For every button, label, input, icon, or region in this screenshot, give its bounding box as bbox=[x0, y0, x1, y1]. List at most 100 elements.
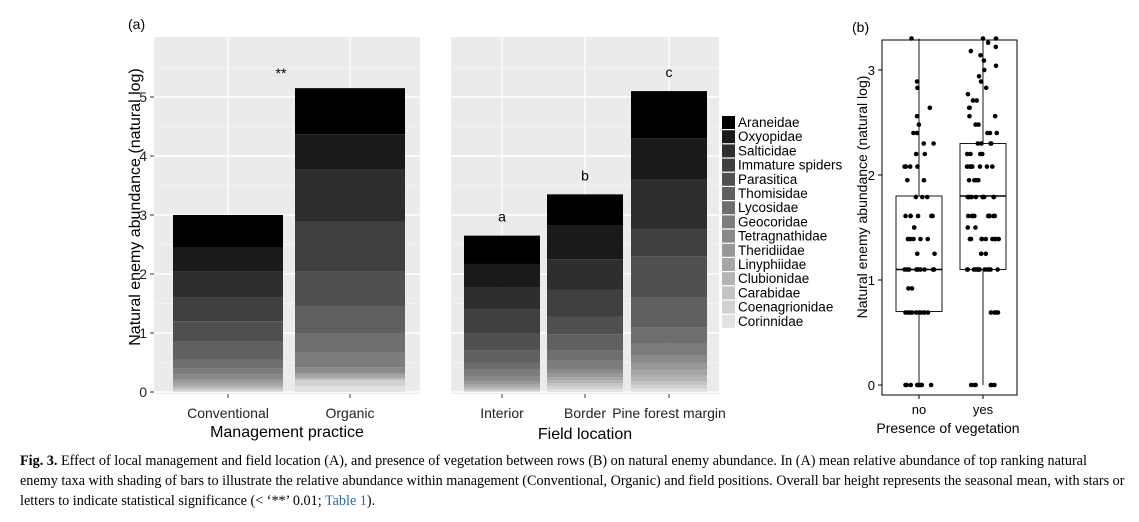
caption-table-link[interactable]: Table 1 bbox=[324, 493, 367, 509]
bar-segment-araneidae bbox=[295, 88, 405, 135]
bar-segment-tetragnathidae bbox=[464, 376, 540, 382]
data-point bbox=[922, 310, 927, 315]
data-point bbox=[919, 194, 925, 200]
data-point bbox=[966, 105, 972, 111]
y-tick-label: 1 bbox=[868, 273, 875, 288]
data-point bbox=[908, 213, 913, 219]
y-tick-label: 3 bbox=[139, 207, 147, 223]
data-point bbox=[978, 53, 983, 58]
data-point bbox=[988, 267, 993, 272]
x-tick-label: Interior bbox=[480, 405, 524, 421]
significance-stars: ** bbox=[276, 65, 287, 81]
data-point bbox=[918, 267, 923, 272]
legend-label: Salticidae bbox=[738, 143, 797, 158]
bar-segment-thomisidae bbox=[295, 306, 405, 333]
panel-a-ylabel: Natural enemy abundance (natural log) bbox=[127, 68, 144, 346]
bar-segment-immature-spiders bbox=[547, 289, 623, 317]
legend-label: Theridiidae bbox=[738, 243, 805, 258]
bar-segment-immature-spiders bbox=[295, 221, 405, 272]
bar-segment-oxyopidae bbox=[547, 225, 623, 260]
data-point bbox=[967, 164, 973, 169]
panel-b-ylabel: Natural enemy abundance (natural log) bbox=[854, 76, 870, 319]
data-point bbox=[979, 236, 985, 242]
bar-segment-araneidae bbox=[173, 215, 283, 248]
data-point bbox=[982, 267, 988, 272]
y-tick-label: 3 bbox=[868, 63, 875, 78]
data-point bbox=[902, 164, 907, 169]
data-point bbox=[980, 194, 985, 200]
x-tick-label: yes bbox=[973, 402, 994, 417]
bar-segment-linyphiidae bbox=[173, 382, 283, 386]
bar-segment-oxyopidae bbox=[631, 138, 707, 180]
data-point bbox=[931, 141, 936, 146]
data-point bbox=[914, 113, 920, 119]
data-point bbox=[919, 382, 925, 388]
data-point bbox=[911, 225, 917, 230]
bar-segment-clubionidae bbox=[464, 386, 540, 389]
data-point bbox=[977, 164, 983, 169]
bar-segment-parasitica bbox=[547, 316, 623, 335]
x-tick-label: Pine forest margin bbox=[612, 405, 726, 421]
data-point bbox=[975, 141, 981, 146]
bar-segment-immature-spiders bbox=[464, 309, 540, 333]
legend-label: Lycosidae bbox=[738, 200, 798, 215]
bar-segment-lycosidae bbox=[173, 359, 283, 369]
data-point bbox=[968, 48, 974, 54]
bar-segment-araneidae bbox=[631, 91, 707, 139]
bar-segment-tetragnathidae bbox=[631, 355, 707, 363]
data-point bbox=[913, 151, 919, 157]
bar-segment-thomisidae bbox=[173, 341, 283, 360]
legend-swatch bbox=[722, 215, 735, 229]
data-point bbox=[994, 130, 1000, 136]
data-point bbox=[905, 310, 911, 315]
data-point bbox=[983, 251, 989, 257]
bar-segment-salticidae bbox=[464, 287, 540, 310]
bar-segment-carabidae bbox=[464, 388, 540, 391]
figure-caption: Fig. 3. Effect of local management and f… bbox=[20, 451, 1125, 511]
y-tick-label: 1 bbox=[139, 325, 147, 341]
bar-segment-parasitica bbox=[464, 333, 540, 351]
y-tick-label: 0 bbox=[139, 384, 147, 400]
data-point bbox=[918, 236, 923, 242]
data-point bbox=[991, 194, 997, 200]
bar-segment-oxyopidae bbox=[464, 263, 540, 288]
bar-segment-corinnidae bbox=[295, 386, 405, 392]
data-point bbox=[911, 130, 916, 136]
legend-swatch bbox=[722, 314, 735, 328]
data-point bbox=[993, 236, 998, 242]
legend-swatch bbox=[722, 201, 735, 215]
bar-segment-linyphiidae bbox=[631, 369, 707, 376]
data-point bbox=[924, 194, 930, 200]
data-point bbox=[968, 236, 974, 242]
data-point bbox=[932, 251, 937, 257]
bar-segment-geocoridae bbox=[295, 352, 405, 368]
data-point bbox=[915, 164, 920, 169]
data-point bbox=[905, 177, 910, 183]
y-tick-label: 2 bbox=[139, 266, 147, 282]
bar-segment-clubionidae bbox=[173, 385, 283, 388]
y-tick-label: 0 bbox=[868, 378, 875, 393]
data-point bbox=[915, 85, 920, 91]
data-point bbox=[967, 113, 972, 119]
data-point bbox=[974, 177, 979, 183]
bar-segment-salticidae bbox=[631, 179, 707, 230]
legend-label: Coenagrionidae bbox=[738, 300, 833, 315]
data-point bbox=[908, 382, 914, 388]
bar-segment-corinnidae bbox=[547, 389, 623, 392]
panel-a-left-facet: 0 1 2 3 4 5 Conventional Organic ** Management… bbox=[139, 37, 420, 441]
data-point bbox=[903, 213, 908, 219]
bar-segment-coenagrionidae bbox=[173, 389, 283, 392]
x-tick-label: Border bbox=[564, 405, 606, 421]
data-point bbox=[921, 177, 927, 183]
bar-segment-linyphiidae bbox=[295, 374, 405, 378]
bar-segment-lycosidae bbox=[295, 333, 405, 353]
data-point bbox=[922, 267, 927, 272]
bar-segment-thomisidae bbox=[547, 334, 623, 351]
bar-segment-theridiidae bbox=[547, 373, 623, 378]
data-point bbox=[905, 236, 911, 242]
bar-segment-salticidae bbox=[547, 259, 623, 290]
data-point bbox=[973, 194, 979, 200]
panel-a-left-xlabel: Management practice bbox=[210, 424, 364, 441]
y-tick-label: 2 bbox=[868, 168, 875, 183]
